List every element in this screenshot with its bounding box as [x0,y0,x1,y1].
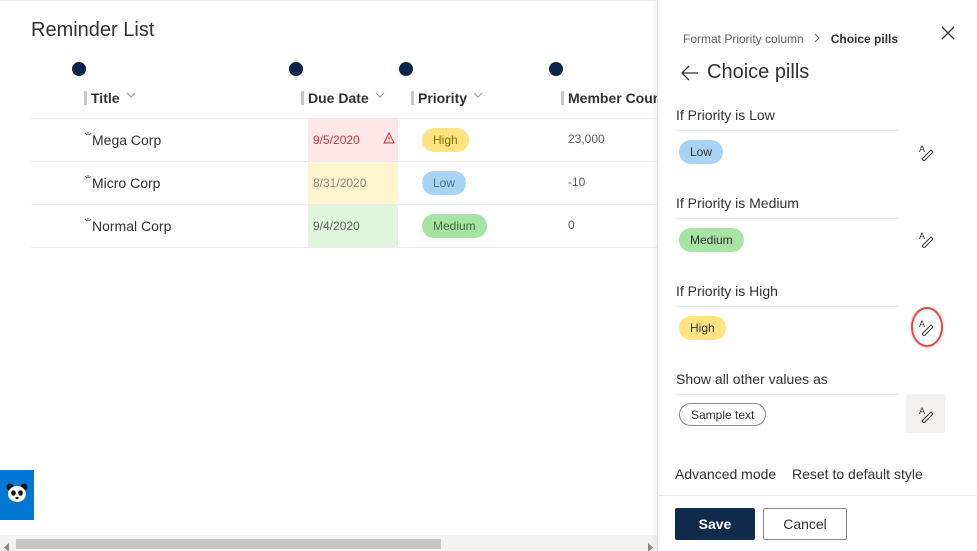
warning-icon [383,131,395,147]
new-item-icon [84,170,92,179]
table-row-title[interactable]: Normal Corp [84,218,171,234]
row-divider [31,204,657,205]
column-header-priority[interactable]: Priority [411,89,483,107]
column-header-member-count[interactable]: Member Coun [561,89,657,107]
cancel-button[interactable]: Cancel [763,508,847,540]
list-title: Reminder List [31,19,155,41]
column-resize-grip[interactable] [84,91,87,105]
table-row-title[interactable]: Micro Corp [84,175,160,191]
breadcrumb-current: Choice pills [830,32,899,46]
priority-pill: Low [422,171,467,195]
choice-pill-high[interactable]: High [679,316,726,340]
chevron-down-icon [375,92,385,101]
priority-pill: High [422,128,469,152]
column-marker-dot [399,62,413,76]
chevron-down-icon [126,92,135,101]
new-item-icon [84,213,92,222]
column-marker-dot [549,62,563,76]
due-date-cell: 9/5/2020 [308,119,398,161]
panel-title: Choice pills [681,61,809,84]
scroll-left-icon[interactable] [4,539,10,551]
panda-icon [6,483,28,508]
column-marker-dot [289,62,303,76]
section-label-medium: If Priority is Medium [676,195,799,211]
panda-button[interactable] [0,470,34,520]
choice-pill-medium[interactable]: Medium [679,228,744,252]
column-header-label: Priority [418,90,468,106]
list-view: Reminder List Title Due Date Priority Me… [0,0,657,551]
svg-text:A: A [919,144,925,154]
scroll-right-icon[interactable] [647,539,653,551]
column-marker-dot [72,62,86,76]
svg-text:A: A [919,406,925,416]
breadcrumb-parent[interactable]: Format Priority column [683,32,804,46]
format-column-panel: Format Priority column Choice pills Choi… [657,0,977,551]
column-header-label: Member Coun [568,90,657,106]
table-row-title[interactable]: Mega Corp [84,132,161,148]
scrollbar-thumb[interactable] [16,539,441,549]
edit-style-icon[interactable]: A [916,229,936,249]
member-count-cell: 23,000 [568,132,605,146]
row-divider [31,247,657,248]
horizontal-scrollbar[interactable] [0,535,657,551]
member-count-cell: 0 [568,218,575,232]
section-divider [676,394,898,395]
due-date-cell: 9/4/2020 [308,205,398,247]
section-label-high: If Priority is High [676,283,778,299]
choice-pill-sample[interactable]: Sample text [679,403,767,426]
section-label-low: If Priority is Low [676,107,775,123]
advanced-mode-link[interactable]: Advanced mode [675,466,777,482]
close-icon[interactable] [941,26,955,40]
row-divider [31,161,657,162]
section-divider [676,306,898,307]
header-divider [31,118,657,119]
edit-style-icon[interactable]: A [906,394,945,433]
section-divider [676,218,898,219]
new-item-icon [84,127,92,136]
chevron-down-icon [473,92,483,101]
due-date-cell: 8/31/2020 [308,162,398,204]
chevron-right-icon [814,32,821,46]
choice-pill-low[interactable]: Low [679,140,724,164]
column-header-label: Title [91,90,120,106]
edit-style-icon[interactable]: A [916,142,936,162]
section-divider [676,130,898,131]
member-count-cell: -10 [568,175,586,189]
footer-divider [658,495,977,496]
priority-pill: Medium [422,214,487,238]
column-header-due-date[interactable]: Due Date [301,89,385,107]
highlight-ring [911,307,943,347]
svg-text:A: A [919,231,925,241]
column-resize-grip[interactable] [561,91,564,105]
save-button[interactable]: Save [675,508,755,540]
column-resize-grip[interactable] [301,91,304,105]
column-header-label: Due Date [308,90,369,106]
breadcrumb: Format Priority column Choice pills [683,32,898,46]
section-label-other: Show all other values as [676,371,828,387]
column-resize-grip[interactable] [411,91,414,105]
back-arrow-icon[interactable] [681,65,699,81]
column-header-title[interactable]: Title [84,89,135,107]
reset-default-style-link[interactable]: Reset to default style [792,466,923,482]
